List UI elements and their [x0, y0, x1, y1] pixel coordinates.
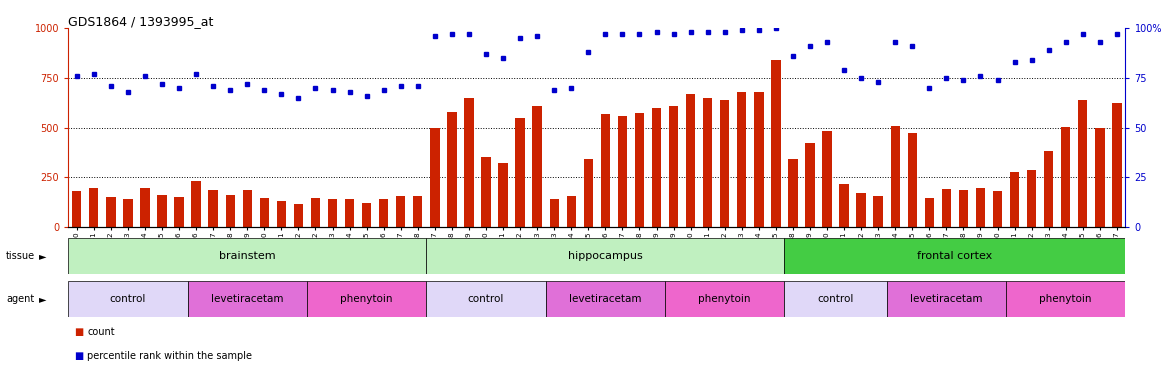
Bar	[379, 199, 388, 227]
Bar	[481, 158, 490, 227]
Bar	[583, 159, 593, 227]
Text: ►: ►	[39, 294, 46, 304]
Text: control: control	[817, 294, 854, 304]
Bar	[413, 196, 422, 227]
Bar	[887, 281, 1007, 317]
Bar	[874, 196, 883, 227]
Bar	[652, 108, 661, 227]
Bar	[1061, 126, 1070, 227]
Bar	[784, 238, 1125, 274]
Bar	[226, 195, 235, 227]
Bar	[426, 238, 784, 274]
Bar	[68, 238, 426, 274]
Bar	[396, 196, 406, 227]
Bar	[140, 188, 149, 227]
Text: control: control	[109, 294, 146, 304]
Bar	[362, 203, 372, 227]
Bar	[242, 190, 252, 227]
Bar	[499, 163, 508, 227]
Bar	[328, 199, 338, 227]
Bar	[68, 281, 188, 317]
Bar	[307, 281, 426, 317]
Bar	[188, 281, 307, 317]
Bar	[276, 201, 286, 227]
Text: levetiracetam: levetiracetam	[910, 294, 983, 304]
Bar	[447, 112, 456, 227]
Bar	[294, 204, 303, 227]
Bar	[567, 196, 576, 227]
Text: percentile rank within the sample: percentile rank within the sample	[87, 351, 252, 361]
Text: hippocampus: hippocampus	[568, 251, 643, 261]
Text: phenytoin: phenytoin	[1040, 294, 1093, 304]
Bar	[806, 143, 815, 227]
Bar	[174, 197, 183, 227]
Text: ■: ■	[74, 351, 83, 361]
Bar	[784, 281, 887, 317]
Text: frontal cortex: frontal cortex	[917, 251, 993, 261]
Bar	[617, 116, 627, 227]
Bar	[840, 184, 849, 227]
Bar	[908, 134, 917, 227]
Bar	[192, 181, 201, 227]
Text: count: count	[87, 327, 114, 337]
Bar	[89, 188, 99, 227]
Bar	[465, 98, 474, 227]
Bar	[890, 126, 900, 227]
Bar	[924, 198, 934, 227]
Text: phenytoin: phenytoin	[340, 294, 393, 304]
Text: ►: ►	[39, 251, 46, 261]
Bar	[260, 198, 269, 227]
Bar	[430, 128, 440, 227]
Bar	[686, 94, 695, 227]
Bar	[310, 198, 320, 227]
Bar	[822, 132, 831, 227]
Bar	[1010, 172, 1020, 227]
Bar	[993, 191, 1002, 227]
Bar	[533, 106, 542, 227]
Bar	[158, 195, 167, 227]
Bar	[958, 190, 968, 227]
Bar	[788, 159, 797, 227]
Bar	[856, 193, 866, 227]
Text: phenytoin: phenytoin	[699, 294, 751, 304]
Bar	[123, 199, 133, 227]
Bar	[426, 281, 546, 317]
Bar	[754, 92, 763, 227]
Bar	[703, 98, 713, 227]
Bar	[345, 199, 354, 227]
Text: levetiracetam: levetiracetam	[211, 294, 283, 304]
Text: levetiracetam: levetiracetam	[569, 294, 642, 304]
Text: control: control	[468, 294, 505, 304]
Text: agent: agent	[6, 294, 34, 304]
Bar	[669, 106, 679, 227]
Bar	[1027, 170, 1036, 227]
Text: ■: ■	[74, 327, 83, 337]
Text: GDS1864 / 1393995_at: GDS1864 / 1393995_at	[68, 15, 214, 28]
Bar	[976, 188, 985, 227]
Bar	[720, 100, 729, 227]
Bar	[515, 118, 524, 227]
Bar	[635, 112, 644, 227]
Bar	[942, 189, 951, 227]
Text: tissue: tissue	[6, 251, 35, 261]
Bar	[771, 60, 781, 227]
Bar	[1078, 100, 1088, 227]
Bar	[546, 281, 666, 317]
Bar	[1112, 103, 1122, 227]
Bar	[72, 191, 81, 227]
Bar	[666, 281, 784, 317]
Bar	[549, 199, 559, 227]
Bar	[106, 197, 115, 227]
Bar	[1044, 152, 1054, 227]
Bar	[1095, 128, 1104, 227]
Bar	[737, 92, 747, 227]
Bar	[208, 190, 218, 227]
Text: brainstem: brainstem	[219, 251, 275, 261]
Bar	[1005, 281, 1125, 317]
Bar	[601, 114, 610, 227]
